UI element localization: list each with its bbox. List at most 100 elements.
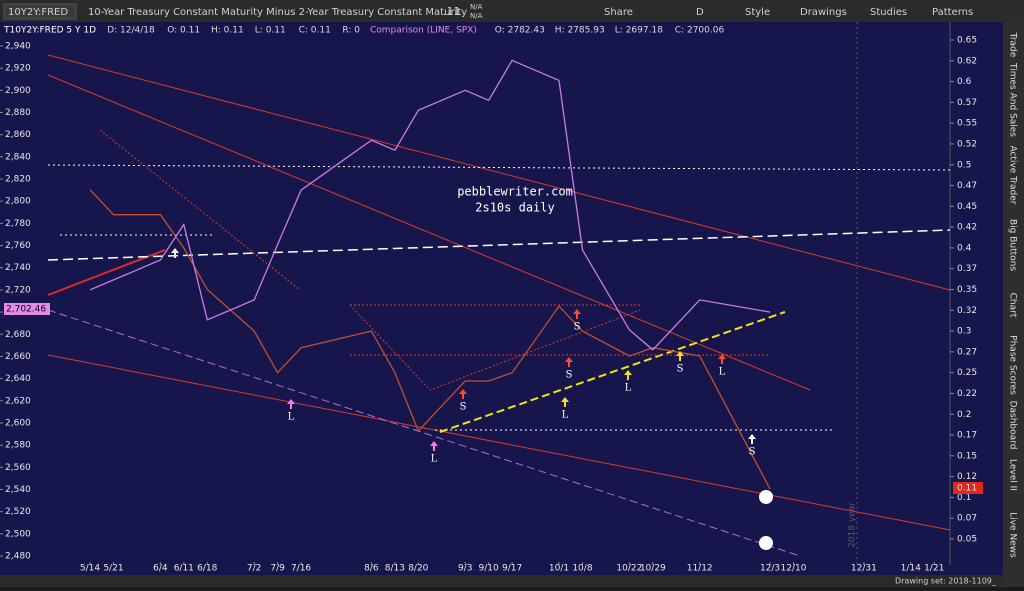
y2-tick-label: 0.55 — [957, 119, 977, 129]
toolbar-buttons: Share D Style Drawings Studies Patterns — [604, 7, 973, 18]
y2-tick-label: 0.47 — [957, 181, 977, 191]
y-tick-label: 2,500 — [5, 529, 31, 539]
signal-arrow — [430, 441, 438, 451]
y-tick-label: 2,520 — [5, 507, 31, 517]
x-tick-label: 10/1 — [549, 564, 569, 574]
y-tick-label: 2,640 — [5, 374, 31, 384]
y2-tick-label: 0.27 — [957, 347, 977, 357]
x-tick-label: 9/3 — [458, 564, 472, 574]
price-tag-label: 2,702.46 — [6, 305, 46, 315]
symbol-box[interactable] — [3, 3, 77, 20]
side-tabs — [1003, 22, 1024, 587]
side-tab[interactable]: Trade — [1008, 32, 1018, 58]
x-tick-label: 7/9 — [270, 564, 285, 574]
toolbar-button[interactable]: Share — [604, 7, 633, 18]
x-tick-label: 12/31 — [851, 564, 877, 574]
ask: N/A — [470, 12, 483, 20]
signal-label: S — [749, 447, 756, 458]
x-tick-label: 8/6 — [364, 564, 379, 574]
info-field: O: 2782.43 — [495, 26, 545, 36]
y2-tick-label: 0.12 — [957, 472, 977, 482]
toolbar-button[interactable]: Drawings — [800, 7, 847, 18]
y-tick-label: 2,840 — [5, 152, 31, 162]
side-tab[interactable]: Big Buttons — [1008, 219, 1018, 271]
x-tick-label: 6/18 — [197, 564, 217, 574]
x-tick-label: 5/14 — [80, 564, 100, 574]
last: .11 — [443, 5, 461, 18]
side-tab[interactable]: Phase Scores — [1008, 335, 1018, 395]
drawings — [47, 22, 951, 565]
signal-arrow — [718, 354, 726, 364]
side-tab[interactable]: Dashboard — [1008, 401, 1018, 450]
yellow-trendline — [439, 311, 786, 433]
x-tick-label: 6/4 — [153, 564, 168, 574]
info-field: O: 0.11 — [167, 26, 200, 36]
info-field: C: 0.11 — [299, 26, 331, 36]
x-tick-label: 10/8 — [572, 564, 592, 574]
y-tick-label: 2,540 — [5, 485, 31, 495]
plot-area — [0, 22, 950, 565]
side-tab[interactable]: Live News — [1008, 512, 1018, 558]
y2-tick-label: 0.1 — [957, 493, 971, 503]
y2-tick-label: 0.32 — [957, 306, 977, 316]
y2-tick-label: 0.22 — [957, 389, 977, 399]
signal-label: L — [719, 367, 726, 378]
signal-label: S — [566, 370, 573, 381]
y-tick-label: 2,660 — [5, 352, 31, 362]
price-tag — [4, 303, 50, 315]
y2-tick-label: 0.35 — [957, 285, 977, 295]
signal-label: S — [677, 364, 684, 375]
info-field: R: 0 — [342, 26, 360, 36]
status-bar — [0, 575, 1003, 587]
annotation: 2s10s daily — [475, 201, 554, 215]
y-tick-label: 2,860 — [5, 130, 31, 140]
y2-tick-label: 0.5 — [957, 160, 971, 170]
y-tick-label: 2,600 — [5, 418, 31, 428]
chart: 2,480 2,500 2,520 2,540 2,560 2,580 2,600 2,620… — [0, 36, 983, 574]
right-axis-area — [950, 22, 1003, 565]
signal-arrow — [561, 397, 569, 407]
price-tag-label: 0.11 — [957, 484, 977, 494]
circle-marker — [759, 536, 773, 550]
price-tag — [953, 482, 983, 494]
x-tick-label: 12/3 — [760, 564, 780, 574]
x-tick-label: 5/21 — [103, 564, 123, 574]
info-field: T10Y2Y:FRED 5 Y 1D — [3, 26, 96, 36]
x-tick-label: 10/29 — [640, 564, 666, 574]
signal-arrow — [676, 351, 684, 361]
side-tab[interactable]: Times And Sales — [1008, 62, 1018, 137]
y2-tick-label: 0.2 — [957, 410, 971, 420]
toolbar-button[interactable]: Patterns — [932, 7, 973, 18]
signal-arrow — [287, 399, 295, 409]
signal-arrow — [565, 357, 573, 367]
signal-label: L — [562, 410, 569, 421]
x-tick-label: 10/22 — [616, 564, 642, 574]
x-tick-label: 9/10 — [479, 564, 499, 574]
symbol[interactable]: 10Y2Y:FRED — [8, 7, 68, 18]
x-tick-label: 9/17 — [502, 564, 522, 574]
info-field: Comparison (LINE, SPX) — [370, 26, 477, 36]
dashed-line — [47, 229, 951, 261]
side-tab[interactable]: Chart — [1008, 293, 1018, 318]
info-field: L: 0.11 — [255, 26, 286, 36]
signal-label: L — [431, 454, 438, 465]
circle-marker — [759, 490, 773, 504]
signal-label: S — [460, 402, 467, 413]
y2-tick-label: 0.3 — [957, 327, 971, 337]
side-tab[interactable]: Level II — [1008, 459, 1018, 491]
annotation: 2018 year — [848, 502, 858, 548]
toolbar-button[interactable]: D — [696, 7, 704, 18]
toolbar-button[interactable]: Studies — [870, 7, 907, 18]
x-tick-label: 1/21 — [924, 564, 944, 574]
y-tick-label: 2,780 — [5, 219, 31, 229]
y2-tick-label: 0.52 — [957, 139, 977, 149]
y-tick-label: 2,580 — [5, 441, 31, 451]
y2-tick-label: 0.05 — [957, 535, 977, 545]
side-tab[interactable]: Active Trader — [1008, 145, 1018, 204]
y-tick-label: 2,920 — [5, 64, 31, 74]
y-tick-label: 2,760 — [5, 241, 31, 251]
trendline — [47, 54, 951, 291]
y-tick-label: 2,880 — [5, 108, 31, 118]
toolbar-button[interactable]: Style — [745, 7, 770, 18]
